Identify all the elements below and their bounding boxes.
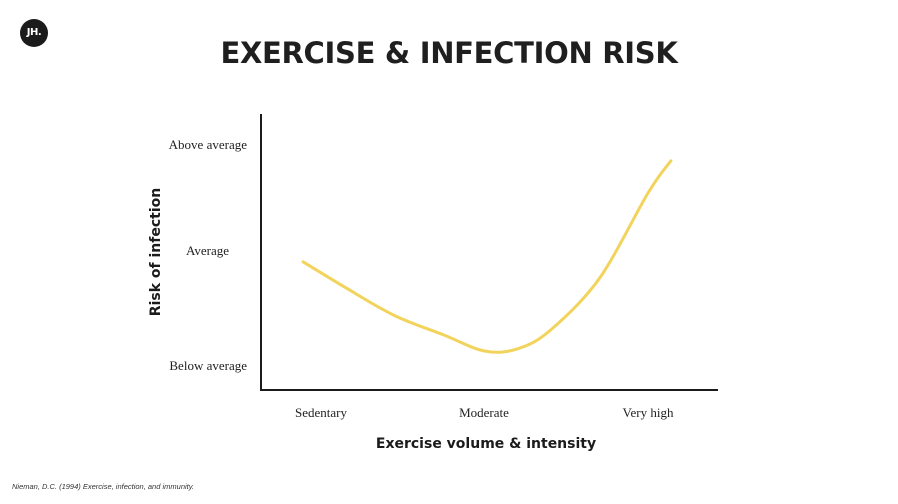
y-tick-label-above-average: Above average xyxy=(169,137,248,152)
source-citation: Nieman, D.C. (1994) Exercise, infection,… xyxy=(12,482,195,491)
x-axis-label: Exercise volume & intensity xyxy=(376,436,596,452)
y-axis-label: Risk of infection xyxy=(148,188,164,316)
y-tick-label-below-average: Below average xyxy=(169,358,247,373)
x-tick-label-very-high: Very high xyxy=(623,405,674,420)
x-tick-label-moderate: Moderate xyxy=(459,405,509,420)
risk-curve-line xyxy=(301,159,673,354)
brand-logo: JH. xyxy=(20,19,48,47)
y-tick-label-average: Average xyxy=(186,243,229,258)
page-title: EXERCISE & INFECTION RISK xyxy=(220,36,678,70)
x-tick-label-sedentary: Sedentary xyxy=(295,405,347,420)
